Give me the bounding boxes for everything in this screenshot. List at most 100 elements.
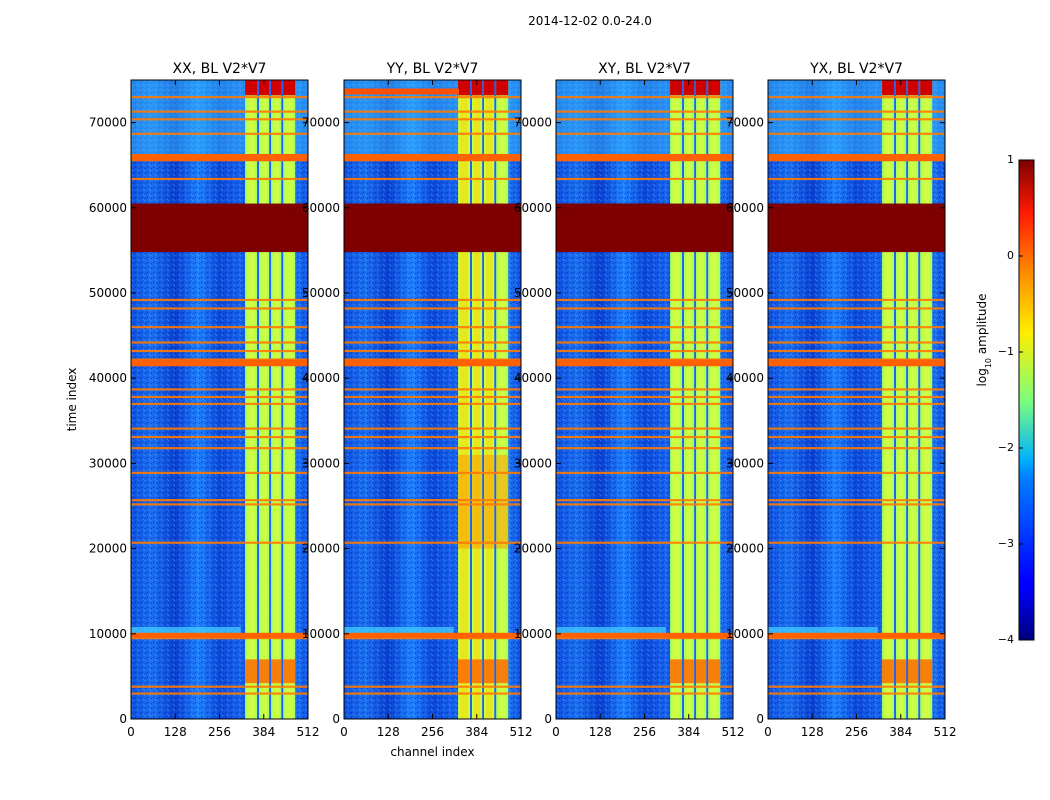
bright-channel-core xyxy=(486,80,493,719)
y-tick-label: 70000 xyxy=(514,116,552,130)
y-tick-label: 40000 xyxy=(726,371,764,385)
y-tick-label: 70000 xyxy=(302,116,340,130)
rfi-line xyxy=(344,692,521,695)
rfi-line xyxy=(344,341,521,344)
rfi-line xyxy=(768,692,945,695)
rfi-line xyxy=(131,110,308,113)
x-tick-label: 256 xyxy=(633,725,656,739)
y-tick-label: 60000 xyxy=(302,201,340,215)
rfi-line xyxy=(344,298,521,302)
rfi-band xyxy=(131,359,308,367)
rfi-line xyxy=(556,427,733,430)
rfi-line xyxy=(131,349,308,353)
y-tick-label: 20000 xyxy=(726,542,764,556)
colorbar-tick-label: −1 xyxy=(998,345,1014,358)
rfi-line xyxy=(768,447,945,450)
heatmap-panel-3: XY, BL V2*V7 0 128 256 384 512 0 10000 20000 3000… xyxy=(514,61,745,739)
rfi-line xyxy=(131,395,308,399)
x-tick-label: 128 xyxy=(377,725,400,739)
rfi-line xyxy=(768,298,945,302)
rfi-line xyxy=(556,307,733,310)
rfi-line xyxy=(556,447,733,450)
bright-channel-core xyxy=(710,80,719,719)
x-tick-label: 0 xyxy=(340,725,348,739)
strip-gap xyxy=(906,80,909,719)
colorbar-label: log10 amplitude xyxy=(975,294,993,387)
rfi-line xyxy=(556,541,733,544)
hot-spot-top xyxy=(283,80,296,96)
rfi-band xyxy=(556,154,733,161)
y-tick-label: 20000 xyxy=(89,542,127,556)
y-tick-label: 40000 xyxy=(514,371,552,385)
y-tick-label: 0 xyxy=(332,712,340,726)
rfi-line xyxy=(768,435,945,439)
rfi-band xyxy=(131,154,308,161)
rfi-line xyxy=(556,435,733,439)
rfi-band xyxy=(556,359,733,367)
y-tick-label: 50000 xyxy=(726,286,764,300)
hot-spot xyxy=(670,659,683,684)
strip-gap xyxy=(257,80,259,719)
rfi-line xyxy=(768,132,945,135)
x-tick-label: 256 xyxy=(421,725,444,739)
rfi-line xyxy=(131,685,308,688)
bright-channel-core xyxy=(498,80,507,719)
hot-spot-top xyxy=(458,80,471,96)
rfi-line xyxy=(344,96,521,99)
x-tick-label: 0 xyxy=(127,725,135,739)
colorbar-tick-label: 0 xyxy=(1007,249,1014,262)
bright-channel-core xyxy=(922,80,931,719)
hot-spot xyxy=(258,659,270,684)
rfi-line xyxy=(344,177,521,181)
rfi-line xyxy=(768,118,945,121)
x-tick-label: 384 xyxy=(889,725,912,739)
bright-channel-core xyxy=(910,80,917,719)
y-tick-label: 40000 xyxy=(89,371,127,385)
colorbar xyxy=(1018,159,1035,641)
rfi-band xyxy=(768,632,945,639)
hot-spot-top xyxy=(245,80,258,96)
figure-suptitle: 2014-12-02 0.0-24.0 xyxy=(528,14,652,28)
hot-spot-top xyxy=(895,80,907,96)
rfi-band xyxy=(556,632,733,639)
rfi-line xyxy=(768,388,945,391)
y-tick-label: 30000 xyxy=(302,456,340,470)
rfi-line xyxy=(344,132,521,135)
saturated-block xyxy=(768,203,945,253)
y-tick-label: 0 xyxy=(756,712,764,726)
rfi-line xyxy=(344,326,521,329)
rfi-line xyxy=(131,499,308,502)
hot-spot xyxy=(496,659,509,684)
strip-gap xyxy=(281,80,284,719)
rfi-line xyxy=(344,447,521,450)
y-tick-label: 30000 xyxy=(89,456,127,470)
strip-gap xyxy=(706,80,709,719)
rfi-line xyxy=(131,132,308,135)
rfi-line xyxy=(344,388,521,391)
rfi-line xyxy=(131,447,308,450)
bright-channel-core xyxy=(273,80,280,719)
rfi-line xyxy=(344,427,521,430)
rfi-line xyxy=(768,349,945,353)
hot-spot-top xyxy=(908,80,919,96)
rfi-line xyxy=(131,326,308,329)
rfi-line xyxy=(131,96,308,99)
rfi-band xyxy=(344,632,521,639)
rfi-line xyxy=(131,471,308,474)
rfi-line xyxy=(131,118,308,121)
rfi-band xyxy=(131,632,308,639)
rfi-band xyxy=(768,359,945,367)
rfi-line xyxy=(556,118,733,121)
rfi-line xyxy=(556,499,733,502)
rfi-line xyxy=(344,395,521,399)
hot-spot xyxy=(696,659,707,684)
hot-spot xyxy=(271,659,282,684)
bright-channel-core xyxy=(685,80,693,719)
rfi-line xyxy=(768,96,945,99)
rfi-line xyxy=(556,110,733,113)
strip-gap xyxy=(682,80,684,719)
panel-title: YY, BL V2*V7 xyxy=(386,61,479,77)
x-axis-label: channel index xyxy=(390,745,474,759)
hot-spot xyxy=(908,659,919,684)
